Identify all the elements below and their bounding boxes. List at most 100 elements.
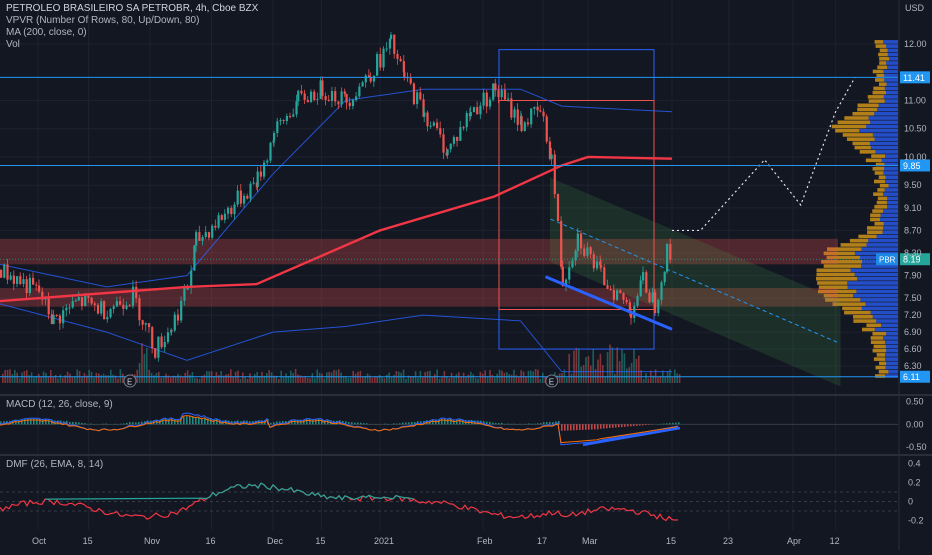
volume-profile-bar-down	[880, 184, 889, 188]
macd-histogram-bar	[411, 422, 413, 424]
volume-bar	[328, 372, 330, 383]
volume-bar	[230, 369, 232, 383]
macd-histogram-bar	[75, 422, 77, 424]
candle-body	[666, 244, 668, 272]
candle-body	[537, 107, 539, 111]
volume-bar	[204, 375, 206, 383]
volume-bar	[588, 356, 590, 383]
macd-histogram-bar	[402, 423, 404, 425]
macd-histogram-bar	[45, 419, 47, 424]
dmf-tick-label: 0	[908, 497, 913, 507]
candle-body	[177, 315, 179, 321]
candle-body	[32, 278, 34, 285]
volume-bar	[571, 374, 573, 383]
candle-body	[106, 317, 108, 319]
candle-body	[456, 137, 458, 141]
dmf-positive-line	[45, 483, 414, 499]
candle-body	[19, 276, 21, 284]
volume-profile-bar-down	[877, 65, 887, 69]
candle-body	[361, 82, 363, 86]
candle-body	[365, 75, 367, 82]
indicator-legend-ma[interactable]: MA (200, close, 0)	[6, 27, 87, 38]
volume-bar	[112, 375, 114, 383]
y-tick-label: 9.50	[904, 180, 922, 190]
candle-body	[497, 90, 499, 97]
volume-profile-bar-up	[883, 192, 898, 196]
volume-profile-bar-up	[884, 78, 898, 82]
candle-body	[640, 280, 642, 296]
volume-bar	[664, 377, 666, 383]
macd-histogram-bar	[72, 422, 74, 424]
volume-profile-bar-up	[875, 137, 898, 141]
indicator-legend-vpvr[interactable]: VPVR (Number Of Rows, 80, Up/Down, 80)	[6, 15, 199, 26]
candle-body	[542, 112, 544, 117]
volume-bar	[225, 375, 227, 383]
candle-body	[554, 154, 556, 194]
volume-bar	[249, 373, 251, 383]
volume-bar	[628, 367, 630, 383]
macd-legend[interactable]: MACD (12, 26, close, 9)	[6, 399, 113, 410]
volume-profile-bar-down	[877, 201, 887, 205]
symbol-legend[interactable]: PETROLEO BRASILEIRO SA PETROBR, 4h, Cboe…	[6, 3, 258, 14]
macd-histogram-bar	[513, 424, 515, 425]
macd-histogram-bar	[306, 419, 308, 424]
dmf-legend[interactable]: DMF (26, EMA, 8, 14)	[6, 459, 103, 470]
volume-bar	[350, 378, 352, 383]
volume-bar	[456, 374, 458, 383]
volume-bar	[376, 377, 378, 383]
candle-body	[462, 127, 464, 128]
volume-bar	[535, 369, 537, 383]
macd-histogram-bar	[618, 424, 620, 427]
volume-profile-bar-down	[816, 277, 857, 281]
candle-body	[0, 270, 2, 278]
candle-body	[613, 290, 615, 300]
volume-profile-bar-down	[842, 307, 862, 311]
candle-body	[583, 248, 585, 255]
candle-body	[486, 93, 488, 107]
volume-profile-bar-up	[881, 323, 898, 327]
volume-bar	[585, 357, 587, 383]
candle-body	[568, 267, 570, 279]
volume-profile-bar-up	[885, 87, 898, 91]
candle-body	[148, 323, 150, 327]
macd-histogram-bar	[357, 422, 359, 424]
y-tick-label: 11.00	[904, 95, 926, 105]
volume-profile-bar-up	[880, 218, 898, 222]
candle-body	[337, 102, 339, 105]
volume-bar	[69, 374, 71, 383]
volume-bar	[542, 373, 544, 383]
indicator-legend-vol[interactable]: Vol	[6, 39, 20, 50]
volume-bar	[679, 374, 681, 383]
candle-body	[470, 112, 472, 116]
candle-body	[393, 35, 395, 54]
volume-profile-bar-down	[874, 205, 887, 209]
macd-histogram-bar	[645, 424, 647, 425]
volume-profile-bar-up	[885, 188, 898, 192]
candle-body	[603, 267, 605, 285]
volume-bar	[559, 374, 561, 383]
candle-body	[660, 282, 662, 300]
volume-bar	[374, 376, 376, 383]
volume-profile-bar-up	[855, 273, 898, 277]
volume-bar	[33, 377, 35, 383]
x-tick-label: 15	[315, 536, 325, 546]
x-tick-label: 15	[666, 536, 676, 546]
volume-bar	[422, 377, 424, 383]
volume-bar	[103, 374, 105, 383]
macd-histogram-bar	[195, 418, 197, 425]
candle-body	[269, 143, 271, 161]
volume-profile-bar-up	[870, 142, 898, 146]
volume-bar	[38, 374, 40, 383]
candle-body	[26, 279, 28, 293]
volume-bar	[60, 374, 62, 383]
volume-bar	[271, 372, 273, 383]
macd-histogram-bar	[621, 424, 623, 427]
volume-bar	[648, 378, 650, 383]
candle-body	[400, 59, 402, 61]
candle-body	[138, 298, 140, 320]
volume-bar	[285, 373, 287, 383]
candle-body	[642, 272, 644, 280]
macd-histogram-bar	[315, 419, 317, 424]
